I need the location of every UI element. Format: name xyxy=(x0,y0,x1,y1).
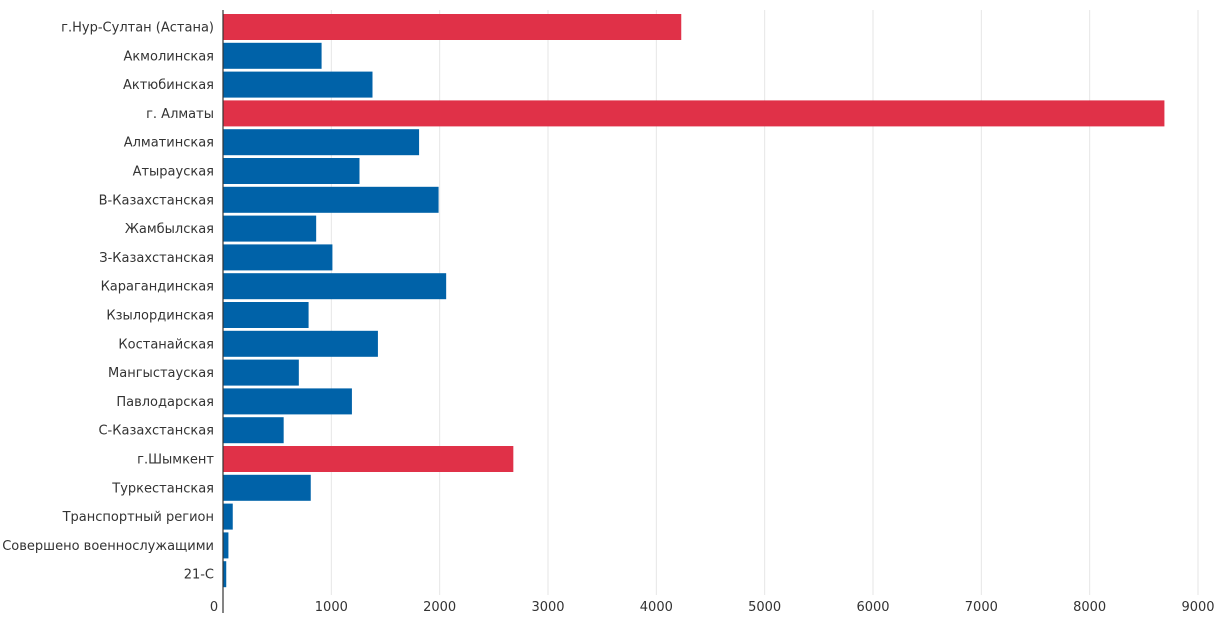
bar[interactable] xyxy=(223,474,311,501)
bar[interactable] xyxy=(223,273,447,300)
x-tick-label: 7000 xyxy=(965,600,998,615)
bar[interactable] xyxy=(223,186,439,213)
category-label: Мангыстауская xyxy=(108,366,214,381)
category-label: Атырауская xyxy=(133,165,214,180)
x-tick-label: 1000 xyxy=(315,600,348,615)
category-label: Кзылординская xyxy=(106,309,214,324)
bar[interactable] xyxy=(223,129,420,156)
bar[interactable] xyxy=(223,158,360,184)
x-tick-label: 8000 xyxy=(1073,600,1106,615)
category-label: 21-С xyxy=(184,568,214,583)
bars xyxy=(223,14,1165,588)
bar[interactable] xyxy=(223,215,317,242)
category-label: Алматинская xyxy=(124,136,214,151)
category-label: Туркестанская xyxy=(111,481,214,496)
bar[interactable] xyxy=(223,359,299,386)
category-label: Жамбылская xyxy=(125,222,214,237)
category-label: г.Нур-Султан (Астана) xyxy=(61,21,214,36)
x-tick-label: 3000 xyxy=(531,600,564,615)
bar[interactable] xyxy=(223,100,1165,127)
bar[interactable] xyxy=(223,532,229,559)
category-label: Актюбинская xyxy=(123,78,214,93)
bar[interactable] xyxy=(223,14,682,40)
bar[interactable] xyxy=(223,388,352,415)
category-label: Совершено военнослужащими xyxy=(2,539,214,554)
category-labels: г.Нур-Султан (Астана) Акмолинская Актюбинс… xyxy=(2,21,214,583)
category-label: Павлодарская xyxy=(116,395,214,410)
bar[interactable] xyxy=(223,446,514,472)
x-tick-label: 4000 xyxy=(640,600,673,615)
bar[interactable] xyxy=(223,417,284,444)
category-label: С-Казахстанская xyxy=(98,424,214,439)
x-tick-label: 5000 xyxy=(748,600,781,615)
category-label: г.Шымкент xyxy=(137,453,214,468)
bar[interactable] xyxy=(223,302,309,328)
x-tick-label: 0 xyxy=(210,600,218,615)
x-tick-label: 9000 xyxy=(1181,600,1214,615)
x-tick-labels: 0 1000 2000 3000 4000 5000 6000 7000 8000 9000 xyxy=(210,600,1215,615)
category-label: В-Казахстанская xyxy=(99,193,214,208)
bar[interactable] xyxy=(223,503,233,530)
category-label: Акмолинская xyxy=(123,49,214,64)
category-label: Транспортный регион xyxy=(62,510,214,525)
bar[interactable] xyxy=(223,330,378,357)
category-label: Карагандинская xyxy=(101,280,214,295)
category-label: Костанайская xyxy=(118,337,214,352)
grid-lines xyxy=(330,10,1199,595)
bar[interactable] xyxy=(223,561,227,588)
x-tick-label: 6000 xyxy=(856,600,889,615)
x-tick-label: 2000 xyxy=(423,600,456,615)
category-label: г. Алматы xyxy=(146,107,214,122)
bar[interactable] xyxy=(223,244,333,271)
bar[interactable] xyxy=(223,71,373,98)
category-label: З-Казахстанская xyxy=(99,251,214,266)
bar[interactable] xyxy=(223,42,322,69)
